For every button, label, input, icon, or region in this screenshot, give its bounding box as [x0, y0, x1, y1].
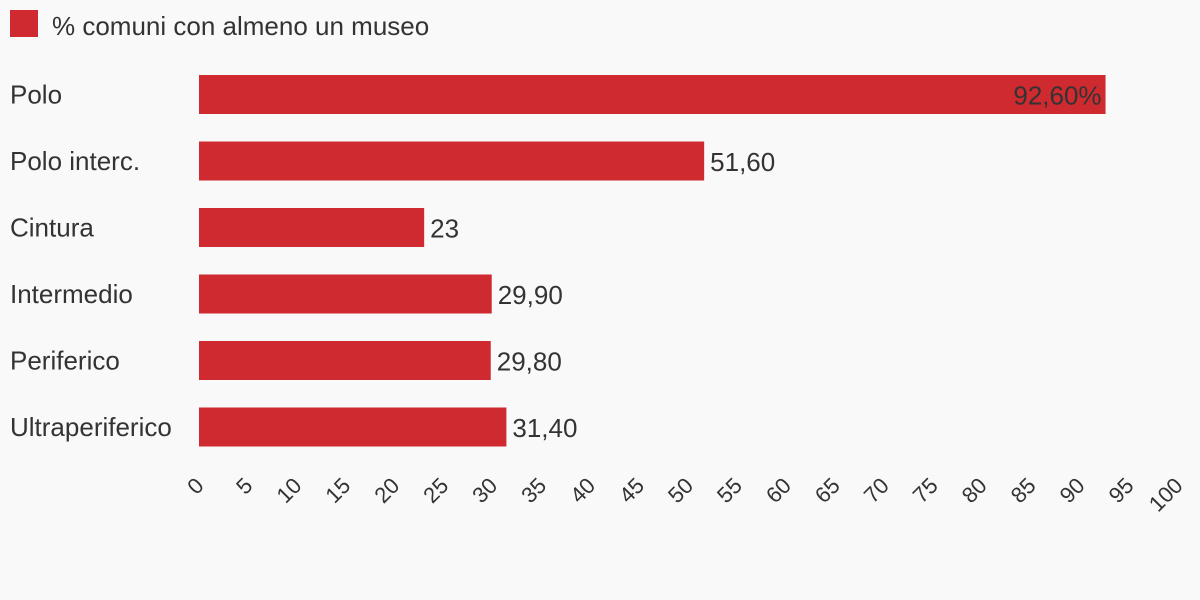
- x-tick-label: 70: [859, 473, 894, 508]
- bar: [199, 407, 507, 447]
- x-tick-label: 25: [418, 473, 453, 508]
- x-axis-ticks: 0 5 10 15 20 25 30 35 40 45 50 55 60 65 70 75 80 85 90 95 10…: [182, 473, 1187, 517]
- x-tick-label: 45: [614, 473, 649, 508]
- value-labels: 92,60% 51,60 23 29,90 29,80 31,40: [430, 81, 1101, 444]
- value-label: 92,60%: [1013, 81, 1101, 111]
- legend-label: % comuni con almeno un museo: [52, 11, 429, 41]
- category-label: Periferico: [10, 346, 120, 376]
- x-tick-label: 15: [320, 473, 355, 508]
- category-label: Intermedio: [10, 279, 133, 309]
- x-tick-label: 20: [369, 473, 404, 508]
- x-tick-label: 95: [1104, 473, 1139, 508]
- x-tick-label: 60: [761, 473, 796, 508]
- x-tick-label: 30: [467, 473, 502, 508]
- bar: [199, 141, 705, 181]
- value-label: 29,80: [497, 347, 562, 377]
- x-tick-label: 90: [1055, 473, 1090, 508]
- category-label: Ultraperiferico: [10, 412, 172, 442]
- value-label: 23: [430, 214, 459, 244]
- category-label: Polo: [10, 80, 62, 110]
- value-label: 51,60: [710, 147, 775, 177]
- bars: [199, 75, 1106, 447]
- bar: [199, 274, 492, 314]
- x-tick-label: 65: [810, 473, 845, 508]
- value-label: 29,90: [498, 280, 563, 310]
- category-label: Polo interc.: [10, 146, 140, 176]
- x-tick-label: 35: [516, 473, 551, 508]
- category-labels: Polo Polo interc. Cintura Intermedio Perifer…: [10, 80, 172, 443]
- x-tick-label: 85: [1006, 473, 1041, 508]
- x-tick-label: 75: [908, 473, 943, 508]
- bar: [199, 341, 491, 380]
- x-tick-label: 10: [271, 473, 306, 508]
- legend: % comuni con almeno un museo: [10, 10, 429, 41]
- x-tick-label: 50: [663, 473, 698, 508]
- x-tick-label: 100: [1144, 473, 1188, 517]
- x-tick-label: 80: [957, 473, 992, 508]
- x-tick-label: 5: [231, 473, 257, 499]
- x-tick-label: 40: [565, 473, 600, 508]
- x-tick-label: 0: [182, 473, 208, 499]
- x-tick-label: 55: [712, 473, 747, 508]
- legend-swatch: [10, 10, 38, 37]
- category-label: Cintura: [10, 213, 94, 243]
- value-label: 31,40: [512, 413, 577, 443]
- bar: [199, 208, 425, 247]
- bar: [199, 75, 1106, 114]
